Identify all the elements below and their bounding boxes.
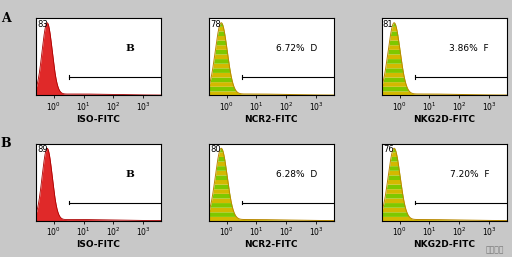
Text: B: B bbox=[125, 170, 134, 179]
X-axis label: ISO-FITC: ISO-FITC bbox=[76, 115, 120, 124]
Text: 89: 89 bbox=[37, 145, 48, 154]
Text: A: A bbox=[1, 12, 11, 25]
Text: 3.86%  F: 3.86% F bbox=[450, 44, 489, 53]
Text: 7.20%  F: 7.20% F bbox=[450, 170, 489, 179]
Text: 76: 76 bbox=[383, 145, 394, 154]
X-axis label: NKG2D-FITC: NKG2D-FITC bbox=[413, 240, 475, 249]
Text: 81: 81 bbox=[383, 20, 394, 29]
X-axis label: NKG2D-FITC: NKG2D-FITC bbox=[413, 115, 475, 124]
Text: 83: 83 bbox=[37, 20, 48, 29]
Text: 6.28%  D: 6.28% D bbox=[276, 170, 317, 179]
X-axis label: ISO-FITC: ISO-FITC bbox=[76, 240, 120, 249]
Text: B: B bbox=[1, 137, 11, 150]
X-axis label: NCR2-FITC: NCR2-FITC bbox=[245, 240, 298, 249]
Text: B: B bbox=[125, 44, 134, 53]
X-axis label: NCR2-FITC: NCR2-FITC bbox=[245, 115, 298, 124]
Text: 科音细胞: 科音细胞 bbox=[486, 245, 504, 254]
Text: 78: 78 bbox=[210, 20, 221, 29]
Text: 80: 80 bbox=[210, 145, 221, 154]
Text: 6.72%  D: 6.72% D bbox=[276, 44, 317, 53]
